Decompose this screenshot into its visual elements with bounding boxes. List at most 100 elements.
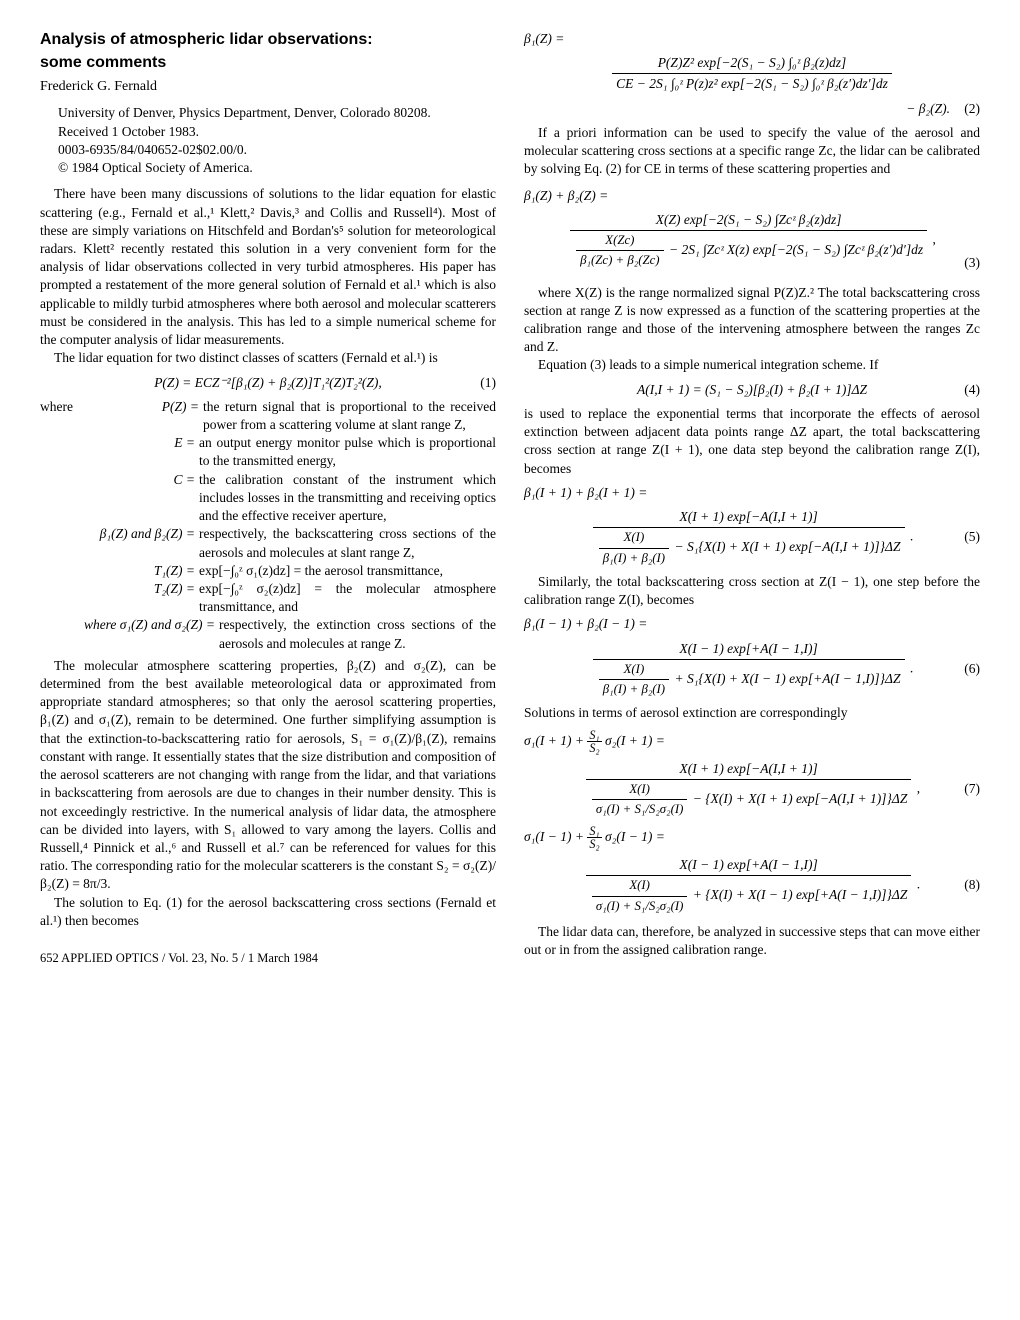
def-row: T₁(Z) = exp[−∫₀ᶻ σ₁(z)dz] = the aerosol … — [40, 562, 496, 580]
eq-lhs-b: σ₂(I − 1) = — [605, 828, 665, 843]
def-body: an output energy monitor pulse which is … — [199, 434, 496, 470]
equation-5: X(I + 1) exp[−A(I,I + 1)] X(I) β₁(I) + β… — [524, 508, 980, 567]
equation-2-tail: − β₂(Z). (2) — [524, 100, 980, 118]
sfrac-top: S₁ — [587, 825, 601, 838]
equation-2-lhs: β₁(Z) = — [524, 30, 980, 48]
equation-3-lhs: β₁(Z) + β₂(Z) = — [524, 187, 980, 205]
eq-lhs-a: σ₁(I + 1) + — [524, 732, 584, 747]
affil-line: Received 1 October 1983. — [58, 123, 496, 141]
left-column: Analysis of atmospheric lidar observatio… — [40, 30, 496, 967]
def-body: the return signal that is proportional t… — [203, 398, 496, 434]
eq-denominator: CE − 2S₁ ∫₀ᶻ P(z)z² exp[−2(S₁ − S₂) ∫₀ᶻ … — [612, 74, 892, 93]
sfrac-bot: S₂ — [587, 838, 601, 850]
eq-number: (1) — [480, 374, 496, 392]
eq-sub-den: σ₁(I) + S₁/S₂σ₂(I) — [592, 897, 687, 915]
right-column: β₁(Z) = P(Z)Z² exp[−2(S₁ − S₂) ∫₀ᶻ β₂(z)… — [524, 30, 980, 967]
affil-line: University of Denver, Physics Department… — [58, 104, 496, 122]
def-label: C = — [40, 471, 199, 526]
eq-number: (5) — [964, 528, 980, 546]
eq-sub-num: X(Zc) — [576, 232, 663, 251]
page: Analysis of atmospheric lidar observatio… — [40, 30, 980, 967]
def-body: respectively, the backscattering cross s… — [199, 525, 496, 561]
title-line-2: some comments — [40, 53, 496, 74]
eq-numerator: X(I + 1) exp[−A(I,I + 1)] — [586, 760, 911, 780]
eq-body: A(I,I + 1) = (S₁ − S₂)[β₂(I) + β₂(I + 1)… — [637, 382, 867, 397]
eq-rest: + {X(I) + X(I − 1) exp[+A(I − 1,I)]}ΔZ — [693, 887, 908, 902]
equation-5-lhs: β₁(I + 1) + β₂(I + 1) = — [524, 484, 980, 502]
paragraph: Solutions in terms of aerosol extinction… — [524, 704, 980, 722]
equation-4: A(I,I + 1) = (S₁ − S₂)[β₂(I) + β₂(I + 1)… — [524, 381, 980, 399]
eq-sub-num: X(I) — [592, 877, 687, 896]
def-row: E = an output energy monitor pulse which… — [40, 434, 496, 470]
def-body: exp[−∫₀ᶻ σ₂(z)dz] = the molecular atmosp… — [199, 580, 496, 616]
equation-1: P(Z) = ECZ⁻²[β₁(Z) + β₂(Z)]T₁²(Z)T₂²(Z),… — [40, 374, 496, 392]
eq-sub-num: X(I) — [592, 781, 687, 800]
eq-sub-den: σ₁(I) + S₁/S₂σ₂(I) — [592, 800, 687, 818]
author: Frederick G. Fernald — [40, 78, 496, 97]
affil-line: 0003-6935/84/040652-02$02.00/0. — [58, 141, 496, 159]
eq-numerator: P(Z)Z² exp[−2(S₁ − S₂) ∫₀ᶻ β₂(z)dz] — [612, 54, 892, 74]
equation-7-lhs: σ₁(I + 1) + S₁S₂ σ₂(I + 1) = — [524, 729, 980, 754]
equation-6-lhs: β₁(I − 1) + β₂(I − 1) = — [524, 615, 980, 633]
def-body: respectively, the extinction cross secti… — [219, 616, 496, 652]
def-row: where P(Z) = the return signal that is p… — [40, 398, 496, 434]
paragraph: The lidar data can, therefore, be analyz… — [524, 923, 980, 959]
def-label: β₁(Z) and β₂(Z) = — [40, 525, 199, 561]
def-row: T₂(Z) = exp[−∫₀ᶻ σ₂(z)dz] = the molecula… — [40, 580, 496, 616]
affil-line: © 1984 Optical Society of America. — [58, 159, 496, 177]
equation-2: P(Z)Z² exp[−2(S₁ − S₂) ∫₀ᶻ β₂(z)dz] CE −… — [524, 54, 980, 93]
equation-6: X(I − 1) exp[+A(I − 1,I)] X(I) β₁(I) + β… — [524, 640, 980, 699]
eq-sub-num: X(I) — [599, 661, 669, 680]
affiliation: University of Denver, Physics Department… — [58, 104, 496, 177]
paragraph: is used to replace the exponential terms… — [524, 405, 980, 478]
def-row: β₁(Z) and β₂(Z) = respectively, the back… — [40, 525, 496, 561]
paragraph: Equation (3) leads to a simple numerical… — [524, 356, 980, 374]
eq-numerator: X(I − 1) exp[+A(I − 1,I)] — [586, 856, 911, 876]
paragraph: where X(Z) is the range normalized signa… — [524, 284, 980, 357]
page-footer: 652 APPLIED OPTICS / Vol. 23, No. 5 / 1 … — [40, 950, 496, 967]
eq-rest: − S₁{X(I) + X(I + 1) exp[−A(I,I + 1)]}ΔZ — [674, 539, 900, 554]
eq-tail: − β₂(Z). — [906, 101, 950, 116]
sfrac-bot: S₂ — [587, 742, 601, 754]
eq-numerator: X(I − 1) exp[+A(I − 1,I)] — [593, 640, 905, 660]
eq-number: (6) — [964, 660, 980, 678]
def-label: P(Z) = — [104, 398, 203, 434]
eq-number: (3) — [964, 254, 980, 272]
equation-8: X(I − 1) exp[+A(I − 1,I)] X(I) σ₁(I) + S… — [524, 856, 980, 915]
eq-numerator: X(I + 1) exp[−A(I,I + 1)] — [593, 508, 905, 528]
eq-rest: + S₁{X(I) + X(I − 1) exp[+A(I − 1,I)]}ΔZ — [674, 671, 900, 686]
eq-sub-den: β₁(I) + β₂(I) — [599, 680, 669, 698]
paragraph: If a priori information can be used to s… — [524, 124, 980, 179]
title-line-1: Analysis of atmospheric lidar observatio… — [40, 30, 496, 51]
eq-rest: − {X(I) + X(I + 1) exp[−A(I,I + 1)]}ΔZ — [693, 791, 908, 806]
eq-number: (8) — [964, 876, 980, 894]
equation-3: X(Z) exp[−2(S₁ − S₂) ∫Zcᶻ β₂(z)dz] X(Zc)… — [524, 211, 980, 270]
eq-denominator: X(I) σ₁(I) + S₁/S₂σ₂(I) + {X(I) + X(I − … — [586, 876, 911, 915]
eq-sub-num: X(I) — [599, 529, 669, 548]
def-body: exp[−∫₀ᶻ σ₁(z)dz] = the aerosol transmit… — [199, 562, 496, 580]
eq-sub-den: β₁(Zc) + β₂(Zc) — [576, 251, 663, 269]
def-row: C = the calibration constant of the inst… — [40, 471, 496, 526]
eq-body: P(Z) = ECZ⁻²[β₁(Z) + β₂(Z)]T₁²(Z)T₂²(Z), — [154, 375, 382, 390]
eq-number: (2) — [964, 100, 980, 118]
paragraph: The molecular atmosphere scattering prop… — [40, 657, 496, 894]
paragraph: There have been many discussions of solu… — [40, 185, 496, 349]
eq-lhs-b: σ₂(I + 1) = — [605, 732, 665, 747]
equation-8-lhs: σ₁(I − 1) + S₁S₂ σ₂(I − 1) = — [524, 825, 980, 850]
def-label: E = — [40, 434, 199, 470]
eq-denominator: X(I) σ₁(I) + S₁/S₂σ₂(I) − {X(I) + X(I + … — [586, 780, 911, 819]
paragraph: Similarly, the total backscattering cros… — [524, 573, 980, 609]
def-row: where σ₁(Z) and σ₂(Z) = respectively, th… — [40, 616, 496, 652]
eq-denominator: X(Zc) β₁(Zc) + β₂(Zc) − 2S₁ ∫Zcᶻ X(z) ex… — [570, 231, 927, 270]
eq-rest: − 2S₁ ∫Zcᶻ X(z) exp[−2(S₁ − S₂) ∫Zcᶻ β₂(… — [669, 242, 923, 257]
eq-numerator: X(Z) exp[−2(S₁ − S₂) ∫Zcᶻ β₂(z)dz] — [570, 211, 927, 231]
def-label: T₁(Z) = — [40, 562, 199, 580]
eq-denominator: X(I) β₁(I) + β₂(I) − S₁{X(I) + X(I + 1) … — [593, 528, 905, 567]
where-label: where — [40, 398, 104, 434]
equation-7: X(I + 1) exp[−A(I,I + 1)] X(I) σ₁(I) + S… — [524, 760, 980, 819]
eq-sub-den: β₁(I) + β₂(I) — [599, 549, 669, 567]
eq-lhs-a: σ₁(I − 1) + — [524, 828, 584, 843]
eq-denominator: X(I) β₁(I) + β₂(I) + S₁{X(I) + X(I − 1) … — [593, 660, 905, 699]
definition-list: where P(Z) = the return signal that is p… — [40, 398, 496, 653]
def-label: T₂(Z) = — [40, 580, 199, 616]
